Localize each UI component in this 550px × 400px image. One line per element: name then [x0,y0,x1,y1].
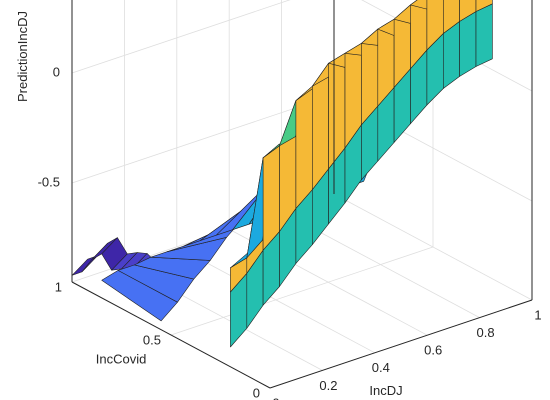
surface-patches [71,0,493,348]
surface-patch [475,0,493,12]
x-axis-label: IncDJ [369,383,402,398]
surface-patch [410,0,428,69]
surface-patch [150,237,227,261]
surface-patch [262,145,280,251]
x-tick-label: 0.2 [319,378,337,393]
z-axis-label: PredictionIncDJ [15,11,30,102]
surface-patch [311,62,329,190]
y-tick-label: 1 [55,279,62,294]
y-axis-label: IncCovid [96,352,147,367]
x-tick-label: 0 [272,395,279,400]
surface-patch [459,0,477,22]
surface-patch [295,86,313,209]
surface-patch [442,0,460,34]
x-tick-label: 0.6 [424,343,442,358]
surface-patch [459,11,477,77]
y-tick-label: 0 [253,385,260,400]
z-tick-label: 0 [53,64,60,79]
surface-patch [328,52,346,170]
x-tick-label: 0.4 [372,360,390,375]
y-tick-label: 0.5 [143,332,161,347]
surface-patch [426,0,444,51]
surface-patch [475,3,493,67]
z-tick-label: -0.5 [38,174,60,189]
x-tick-label: 0.8 [477,325,495,340]
axis-box [71,0,533,389]
axis-edge [71,281,271,389]
axis-edge [269,299,533,389]
x-tick-label: 1 [534,307,541,322]
